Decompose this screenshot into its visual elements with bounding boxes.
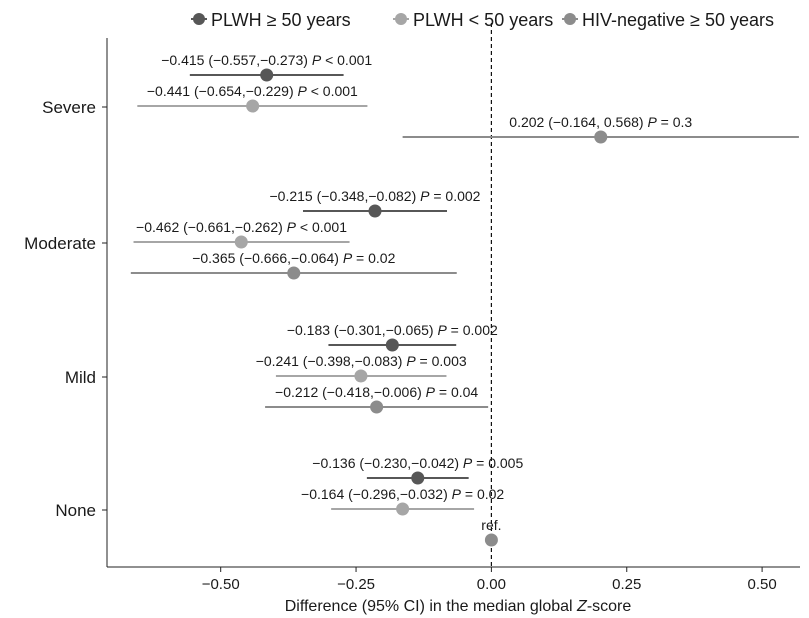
- point-none-series-1: −0.164 (−0.296,−0.032) P = 0.02: [301, 486, 504, 516]
- point-label: −0.415 (−0.557,−0.273) P < 0.001: [161, 52, 372, 68]
- point-label: −0.441 (−0.654,−0.229) P < 0.001: [147, 83, 358, 99]
- legend-label-series-1: PLWH < 50 years: [413, 10, 553, 30]
- point-estimate: [287, 266, 301, 280]
- point-label: −0.365 (−0.666,−0.064) P = 0.02: [192, 250, 395, 266]
- p-value-text: < 0.001: [296, 219, 347, 235]
- point-estimate: [396, 502, 410, 516]
- x-axis-label: Difference (95% CI) in the median global…: [285, 598, 632, 615]
- p-symbol: P: [343, 250, 353, 266]
- estimate-text: −0.183 (−0.301,−0.065): [287, 322, 438, 338]
- point-estimate: [246, 99, 260, 113]
- estimate-text: ref.: [481, 517, 501, 533]
- point-estimate: [411, 471, 425, 485]
- x-tick-label: −0.50: [202, 576, 240, 593]
- data-marks: −0.415 (−0.557,−0.273) P < 0.001 −0.215 (…: [130, 52, 799, 547]
- point-label: −0.183 (−0.301,−0.065) P = 0.002: [287, 322, 498, 338]
- p-value-text: = 0.002: [447, 322, 498, 338]
- point-estimate: [234, 235, 248, 249]
- p-symbol: P: [287, 219, 297, 235]
- point-estimate: [484, 533, 498, 547]
- p-value-text: = 0.02: [461, 486, 504, 502]
- y-tick-label-moderate: Moderate: [24, 234, 96, 253]
- p-value-text: < 0.001: [321, 52, 372, 68]
- estimate-text: −0.215 (−0.348,−0.082): [270, 188, 421, 204]
- estimate-text: −0.164 (−0.296,−0.032): [301, 486, 452, 502]
- point-estimate: [354, 369, 368, 383]
- legend-marker-series-1: [395, 13, 407, 25]
- estimate-text: −0.136 (−0.230,−0.042): [312, 455, 463, 471]
- p-value-text: = 0.003: [416, 353, 467, 369]
- point-moderate-series-1: −0.462 (−0.661,−0.262) P < 0.001: [133, 219, 350, 249]
- p-value-text: = 0.002: [429, 188, 480, 204]
- p-symbol: P: [298, 83, 308, 99]
- p-value-text: = 0.02: [352, 250, 395, 266]
- x-tick-label: −0.25: [337, 576, 375, 593]
- point-estimate: [370, 400, 384, 414]
- y-tick-label-none: None: [55, 501, 96, 520]
- legend-marker-series-0: [193, 13, 205, 25]
- p-symbol: P: [452, 486, 462, 502]
- y-tick-label-severe: Severe: [42, 98, 96, 117]
- point-moderate-series-0: −0.215 (−0.348,−0.082) P = 0.002: [270, 188, 481, 218]
- y-axis-ticks: Severe Moderate Mild None: [24, 98, 107, 520]
- point-mild-series-2: −0.212 (−0.418,−0.006) P = 0.04: [265, 384, 489, 414]
- point-none-series-0: −0.136 (−0.230,−0.042) P = 0.005: [312, 455, 523, 485]
- estimate-text: −0.241 (−0.398,−0.083): [256, 353, 407, 369]
- estimate-text: −0.415 (−0.557,−0.273): [161, 52, 312, 68]
- estimate-text: −0.462 (−0.661,−0.262): [136, 219, 287, 235]
- axes: [106, 38, 800, 568]
- legend-label-series-0: PLWH ≥ 50 years: [211, 10, 351, 30]
- point-label: ref.: [481, 517, 501, 533]
- point-mild-series-0: −0.183 (−0.301,−0.065) P = 0.002: [287, 322, 498, 352]
- legend-label-series-2: HIV-negative ≥ 50 years: [582, 10, 774, 30]
- point-severe-series-1: −0.441 (−0.654,−0.229) P < 0.001: [137, 83, 368, 113]
- estimate-text: −0.365 (−0.666,−0.064): [192, 250, 343, 266]
- estimate-text: −0.212 (−0.418,−0.006): [275, 384, 426, 400]
- estimate-text: −0.441 (−0.654,−0.229): [147, 83, 298, 99]
- p-symbol: P: [426, 384, 436, 400]
- p-symbol: P: [463, 455, 473, 471]
- point-severe-series-2: 0.202 (−0.164, 0.568) P = 0.3: [402, 114, 799, 144]
- point-label: −0.241 (−0.398,−0.083) P = 0.003: [256, 353, 467, 369]
- point-label: −0.212 (−0.418,−0.006) P = 0.04: [275, 384, 478, 400]
- point-mild-series-1: −0.241 (−0.398,−0.083) P = 0.003: [256, 353, 467, 383]
- legend: PLWH ≥ 50 years PLWH < 50 years HIV-negati…: [191, 10, 774, 30]
- point-label: −0.136 (−0.230,−0.042) P = 0.005: [312, 455, 523, 471]
- p-symbol: P: [437, 322, 447, 338]
- point-moderate-series-2: −0.365 (−0.666,−0.064) P = 0.02: [130, 250, 457, 280]
- p-symbol: P: [647, 114, 657, 130]
- point-estimate: [368, 204, 382, 218]
- point-label: −0.164 (−0.296,−0.032) P = 0.02: [301, 486, 504, 502]
- p-symbol: P: [420, 188, 430, 204]
- point-label: −0.215 (−0.348,−0.082) P = 0.002: [270, 188, 481, 204]
- p-symbol: P: [406, 353, 416, 369]
- p-value-text: = 0.04: [435, 384, 478, 400]
- x-tick-label: 0.00: [477, 576, 506, 593]
- p-value-text: = 0.005: [472, 455, 523, 471]
- p-value-text: = 0.3: [657, 114, 693, 130]
- point-estimate: [260, 68, 274, 82]
- x-tick-label: 0.50: [748, 576, 777, 593]
- point-estimate: [385, 338, 399, 352]
- point-label: −0.462 (−0.661,−0.262) P < 0.001: [136, 219, 347, 235]
- point-none-series-2: ref.: [481, 517, 502, 547]
- p-value-text: < 0.001: [307, 83, 358, 99]
- y-tick-label-mild: Mild: [65, 368, 96, 387]
- legend-marker-series-2: [564, 13, 576, 25]
- estimate-text: 0.202 (−0.164, 0.568): [509, 114, 647, 130]
- point-estimate: [594, 130, 608, 144]
- p-symbol: P: [312, 52, 322, 68]
- point-label: 0.202 (−0.164, 0.568) P = 0.3: [509, 114, 692, 130]
- x-axis-ticks: −0.50 −0.25 0.00 0.25 0.50: [202, 567, 777, 593]
- point-severe-series-0: −0.415 (−0.557,−0.273) P < 0.001: [161, 52, 372, 82]
- x-tick-label: 0.25: [612, 576, 641, 593]
